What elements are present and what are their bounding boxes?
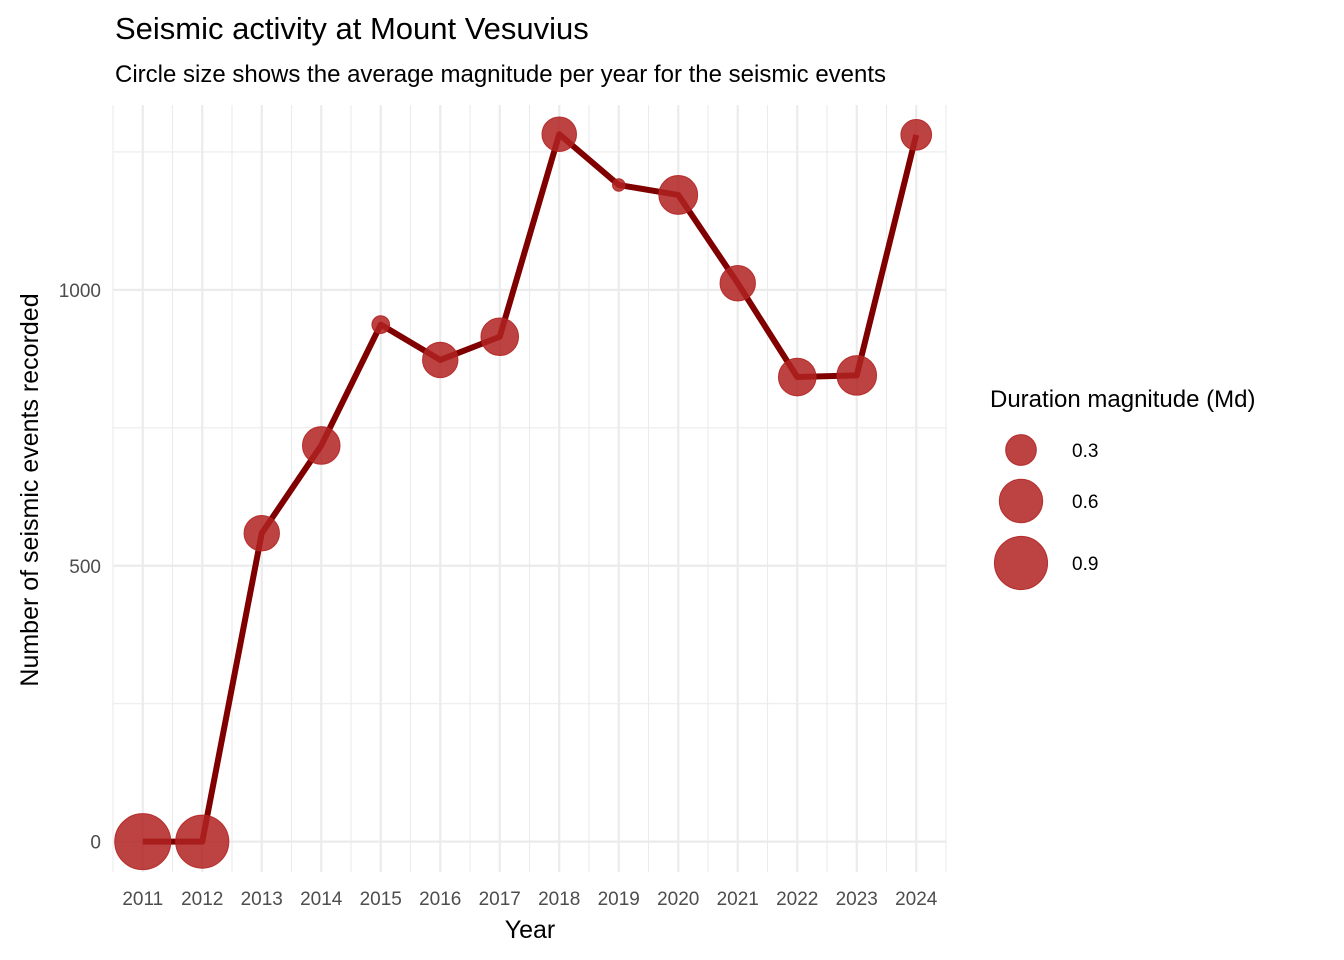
x-tick-label: 2013 [241,889,283,910]
legend-title: Duration magnitude (Md) [990,386,1255,413]
x-tick-label: 2011 [122,889,163,910]
chart-title: Seismic activity at Mount Vesuvius [115,11,589,46]
data-point [243,514,280,552]
x-tick-label: 2017 [479,889,521,910]
x-tick-label: 2016 [419,889,461,910]
data-point [836,355,878,396]
data-point [175,814,230,869]
x-tick-label: 2018 [538,889,580,910]
legend-label: 0.3 [1072,441,1098,462]
chart-subtitle: Circle size shows the average magnitude … [115,61,886,88]
legend-key [998,478,1044,524]
x-tick-label: 2012 [181,889,223,910]
data-point [114,813,172,871]
data-point [371,315,391,334]
data-point [611,178,626,192]
y-tick-label: 0 [90,833,101,854]
grid-lines [112,105,947,872]
y-tick-label: 500 [69,557,101,578]
data-point [422,341,459,379]
x-tick-label: 2020 [657,889,699,910]
data-point [658,175,699,215]
data-points [114,116,933,871]
legend-key [1005,434,1037,466]
y-axis-ticks: 0 500 1000 [59,281,101,854]
x-tick-label: 2022 [776,889,818,910]
y-axis-label: Number of seismic events recorded [16,293,44,686]
legend-key [993,535,1049,591]
x-tick-label: 2014 [300,889,343,910]
legend-label: 0.9 [1072,554,1098,575]
legend-label: 0.6 [1072,492,1098,513]
x-tick-label: 2024 [895,889,938,910]
data-point [719,265,756,302]
data-point [777,357,817,397]
data-point [301,426,341,465]
x-tick-label: 2019 [598,889,640,910]
data-point [900,118,933,151]
x-axis-label: Year [505,916,556,944]
y-tick-label: 1000 [59,281,101,302]
legend: Duration magnitude (Md) 0.3 0.6 0.9 [990,386,1255,591]
data-point [541,116,578,153]
data-point [480,317,520,357]
x-tick-label: 2021 [717,889,759,910]
x-tick-label: 2015 [360,889,402,910]
x-axis-ticks: 2011 2012 2013 2014 2015 2016 2017 2018 2019 2020… [122,889,937,910]
x-tick-label: 2023 [836,889,878,910]
legend-entries: 0.3 0.6 0.9 [993,434,1098,591]
